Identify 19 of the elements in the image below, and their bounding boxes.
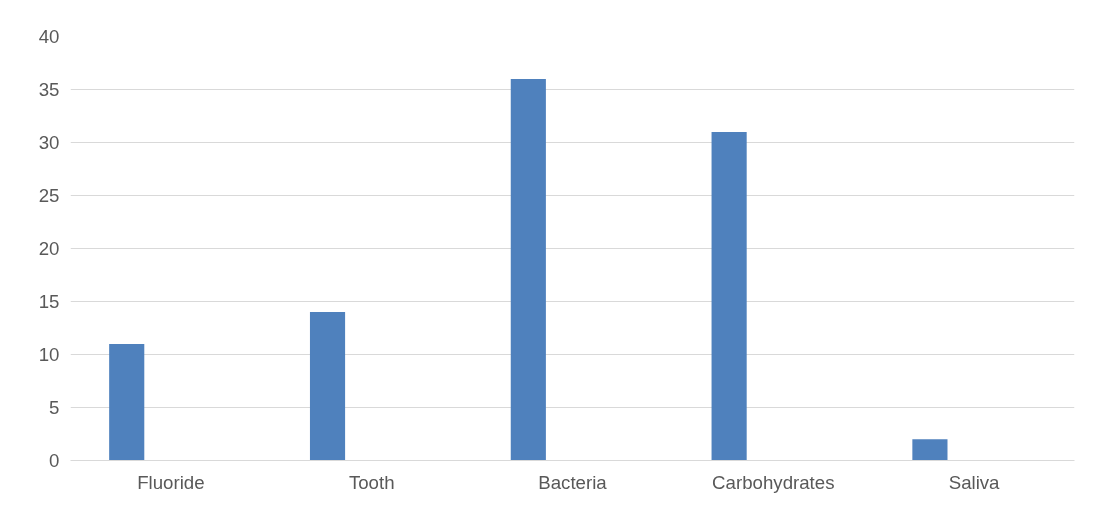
y-tick-label: 30 [38, 132, 60, 153]
y-tick-label: 25 [38, 185, 60, 206]
x-tick-label: Fluoride [137, 471, 205, 493]
y-tick-label: 35 [38, 79, 60, 100]
y-tick-label: 0 [49, 450, 60, 471]
x-tick-label: Bacteria [538, 471, 608, 493]
y-tick-label: 5 [49, 397, 60, 418]
y-tick-label: 20 [38, 238, 60, 259]
bar [309, 312, 346, 461]
x-tick-label: Carbohydrates [712, 471, 835, 493]
bar [510, 78, 546, 461]
x-tick-label: Saliva [948, 471, 1001, 493]
bar [711, 131, 747, 461]
x-tick-label: Tooth [348, 471, 395, 493]
bar [109, 343, 145, 461]
y-tick-label: 10 [38, 344, 60, 365]
bar [912, 439, 948, 461]
y-tick-label: 15 [38, 291, 60, 312]
y-tick-label: 40 [38, 26, 60, 47]
